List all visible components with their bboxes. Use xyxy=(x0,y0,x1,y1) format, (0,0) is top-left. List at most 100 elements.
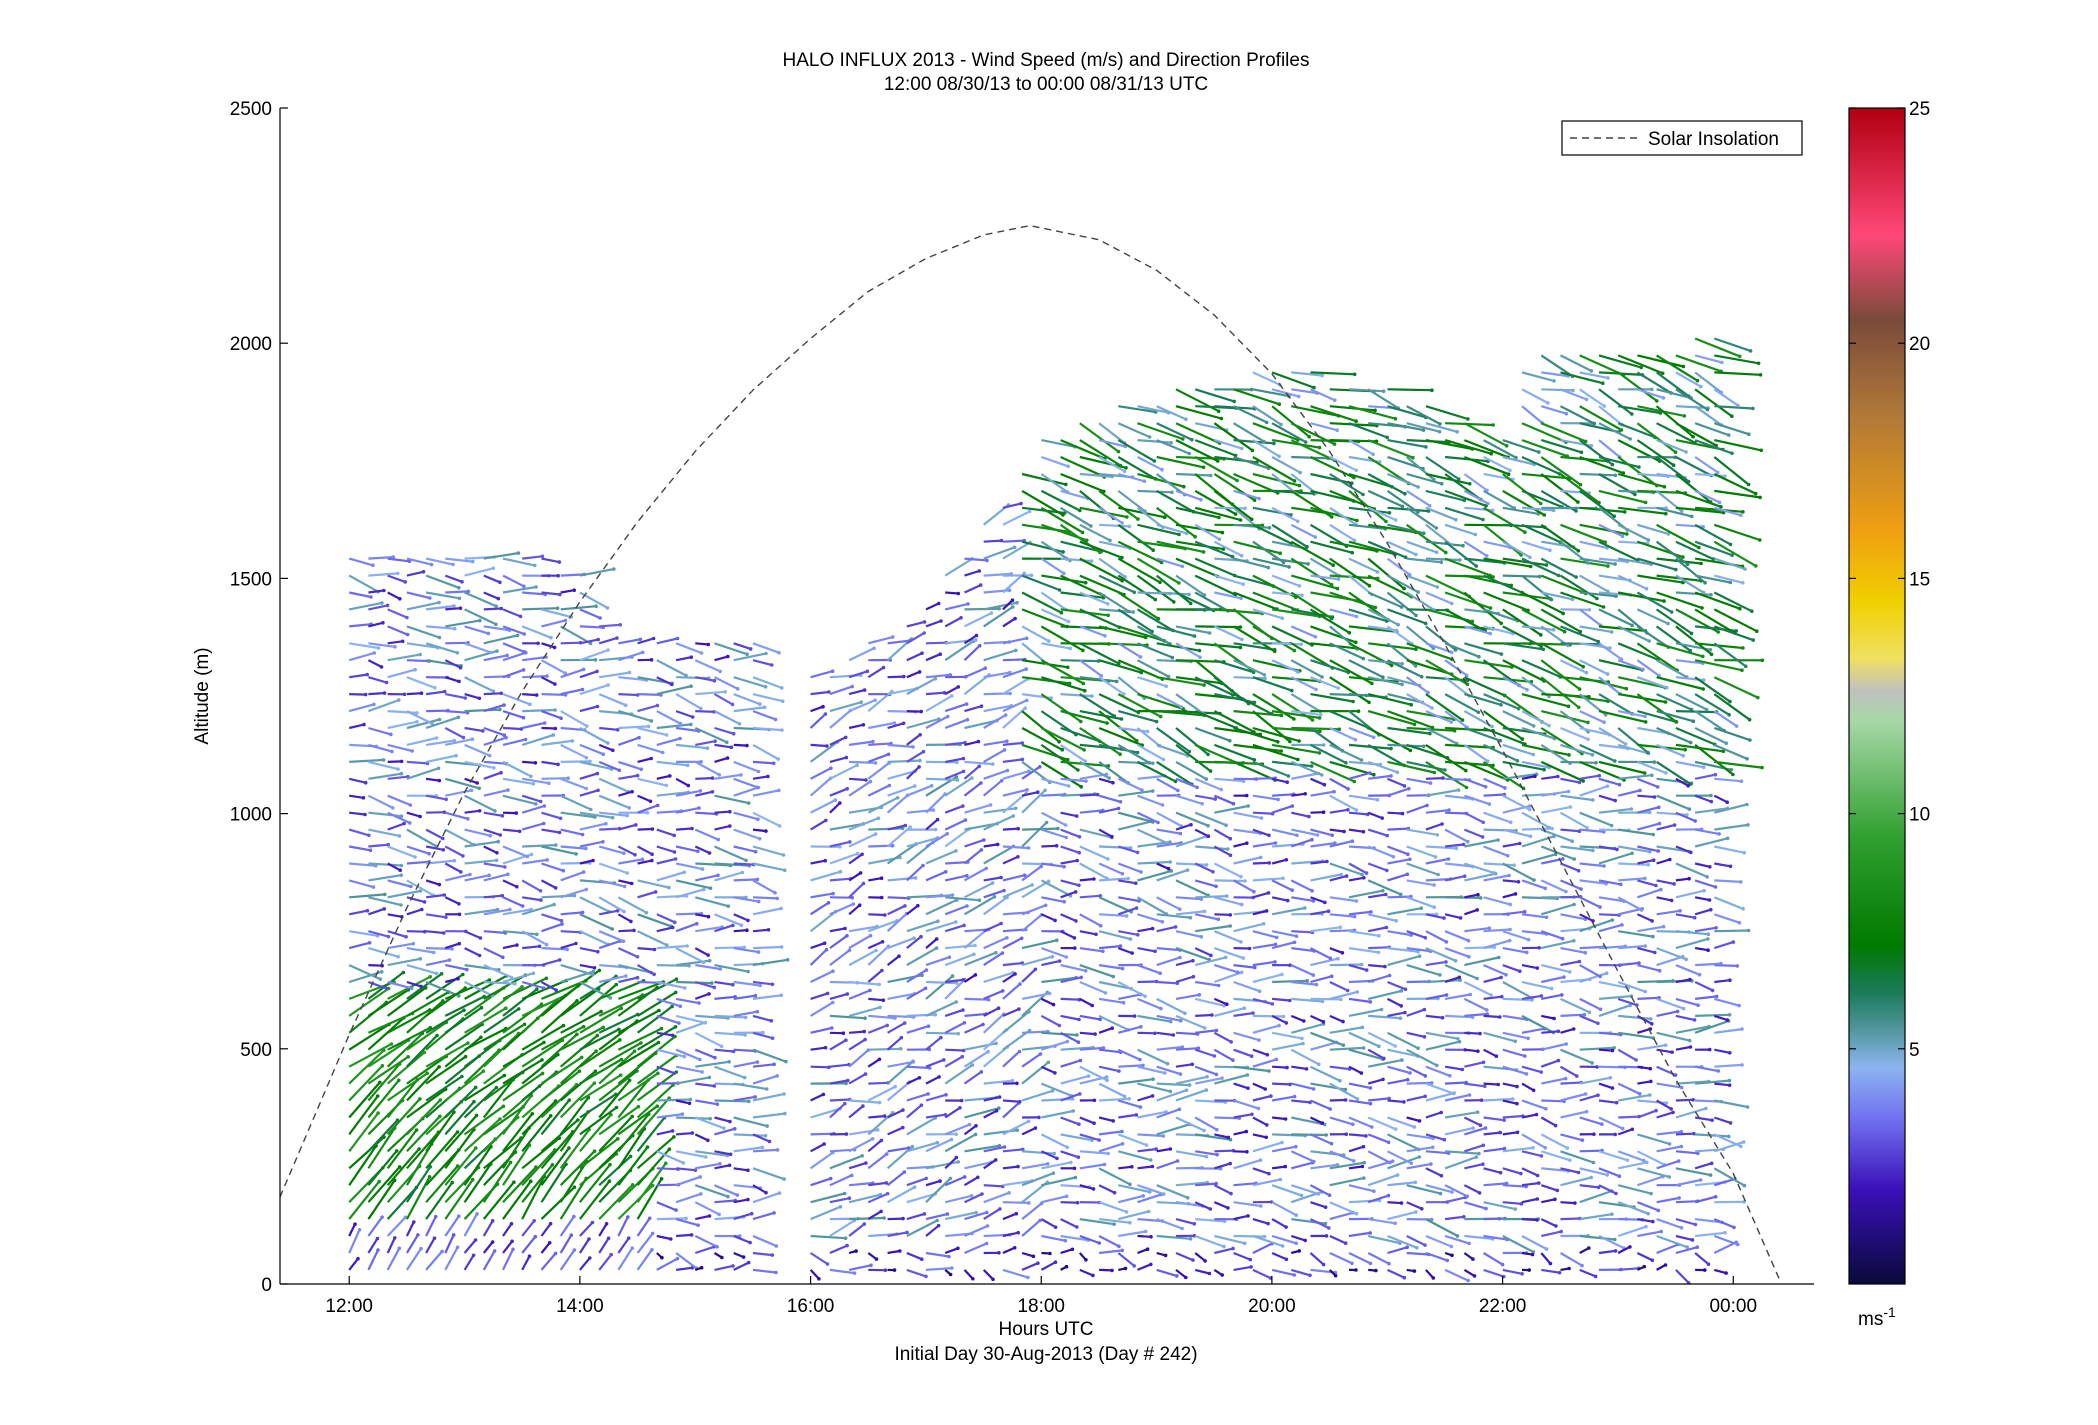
wind-barb-head xyxy=(1222,1219,1227,1224)
wind-barb-head xyxy=(1181,437,1185,441)
wind-barb xyxy=(445,710,468,714)
wind-barb xyxy=(1060,540,1102,553)
wind-barb xyxy=(1213,625,1243,641)
wind-barb-head xyxy=(1273,960,1277,964)
wind-barb xyxy=(1118,1210,1149,1221)
wind-barb xyxy=(463,1163,492,1203)
wind-barb-head xyxy=(876,816,881,820)
wind-barb-head xyxy=(693,1168,698,1172)
wind-barb-head xyxy=(901,1125,905,1130)
wind-barb-head xyxy=(627,670,632,675)
wind-barb xyxy=(925,602,940,611)
wind-barb xyxy=(541,913,562,922)
wind-barb-head xyxy=(1178,907,1182,911)
wind-barb-head xyxy=(574,852,578,856)
wind-barb xyxy=(1137,1094,1153,1102)
wind-barb xyxy=(829,736,847,746)
wind-barb-head xyxy=(649,719,654,723)
wind-barb xyxy=(829,701,862,713)
wind-barb-head xyxy=(1246,1086,1250,1090)
wind-barb-head xyxy=(659,1026,664,1031)
wind-barb xyxy=(1271,1201,1297,1217)
wind-barb-head xyxy=(1430,1145,1435,1150)
wind-barb-head xyxy=(409,884,413,889)
wind-barb xyxy=(367,1039,410,1068)
wind-barb xyxy=(636,1232,654,1254)
wind-barb-head xyxy=(591,972,595,977)
wind-barb xyxy=(1252,422,1299,441)
wind-barb xyxy=(1348,771,1371,780)
wind-barb xyxy=(1291,860,1323,865)
wind-barb-head xyxy=(713,1055,717,1060)
wind-barb xyxy=(406,908,423,916)
wind-barb xyxy=(1214,964,1239,974)
wind-barb xyxy=(1060,1133,1093,1142)
wind-barb xyxy=(733,1010,758,1017)
wind-barb xyxy=(867,1085,896,1102)
wind-barb xyxy=(1175,489,1202,501)
wind-barb xyxy=(1425,489,1465,502)
wind-barb-head xyxy=(1455,430,1459,434)
wind-barb-head xyxy=(931,808,936,812)
wind-barb xyxy=(1117,523,1154,552)
wind-barb xyxy=(1175,540,1224,551)
wind-barb-head xyxy=(1059,610,1064,615)
wind-barb xyxy=(1310,676,1339,690)
wind-barb xyxy=(521,999,559,1034)
wind-barb xyxy=(387,1008,431,1034)
wind-barb-head xyxy=(1297,584,1302,588)
wind-barb xyxy=(405,1176,431,1220)
wind-barb xyxy=(502,1248,514,1271)
wind-barb-head xyxy=(1147,761,1152,765)
wind-barb xyxy=(1118,896,1140,903)
wind-barb xyxy=(1233,1099,1259,1110)
wind-barb xyxy=(963,895,996,916)
wind-barb xyxy=(368,772,402,780)
wind-barb-head xyxy=(728,824,732,828)
wind-barb-head xyxy=(986,1049,990,1054)
wind-barb-head xyxy=(1317,751,1322,755)
wind-barb-head xyxy=(902,674,906,679)
wind-barb-head xyxy=(686,783,691,788)
wind-barb-head xyxy=(1246,804,1250,808)
wind-barb-head xyxy=(921,749,926,754)
wind-barb xyxy=(579,981,611,999)
wind-barb xyxy=(445,977,459,984)
wind-barb-head xyxy=(1079,719,1083,724)
wind-barb-head xyxy=(1127,609,1131,614)
wind-barb-head xyxy=(1300,593,1304,598)
wind-barb xyxy=(1348,1145,1364,1153)
wind-barb xyxy=(1310,828,1333,837)
wind-barb xyxy=(1387,1181,1416,1187)
wind-barb xyxy=(809,1269,820,1280)
wind-barb xyxy=(829,709,852,729)
wind-barb xyxy=(1040,591,1068,611)
wind-barb xyxy=(1310,1116,1323,1125)
wind-barb xyxy=(906,864,924,882)
wind-barb-head xyxy=(735,1193,740,1197)
wind-barb-head xyxy=(1377,1044,1381,1049)
wind-barb-head xyxy=(924,1274,928,1279)
wind-barb xyxy=(1233,1012,1254,1017)
wind-barb-head xyxy=(886,752,891,757)
wind-barb-head xyxy=(378,977,383,981)
wind-barb xyxy=(1060,930,1075,939)
wind-barb-head xyxy=(843,926,847,931)
wind-barb-head xyxy=(1354,468,1358,473)
wind-barb xyxy=(444,845,464,857)
wind-barb xyxy=(1252,930,1277,939)
wind-barb xyxy=(406,964,437,975)
wind-barb xyxy=(1156,947,1181,952)
wind-barb-head xyxy=(1393,1127,1398,1131)
wind-barb xyxy=(502,777,534,785)
wind-barb xyxy=(1406,591,1435,612)
wind-barb xyxy=(1310,540,1353,554)
wind-barb xyxy=(1329,947,1343,954)
wind-barb-head xyxy=(1223,955,1228,960)
wind-barb-head xyxy=(1354,808,1359,812)
wind-barb xyxy=(810,870,841,882)
wind-barb-head xyxy=(997,1095,1002,1099)
wind-barb-head xyxy=(882,1114,887,1118)
wind-barb-head xyxy=(844,755,849,760)
wind-barb xyxy=(1348,794,1378,801)
